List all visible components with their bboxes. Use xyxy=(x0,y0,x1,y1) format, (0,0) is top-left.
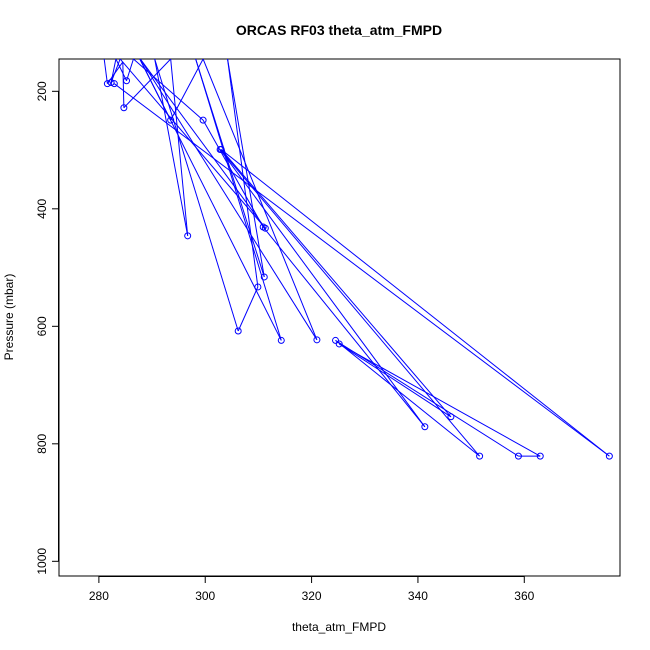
series-line-segment xyxy=(219,149,426,428)
series-line-segment xyxy=(220,149,452,418)
series-line-segment xyxy=(139,59,266,229)
data-point-marker xyxy=(199,116,207,124)
data-point-marker xyxy=(260,273,268,281)
x-tick-label: 340 xyxy=(408,589,428,603)
y-tick-label: 200 xyxy=(35,81,49,101)
series-line-segment xyxy=(139,59,318,341)
x-tick-label: 320 xyxy=(302,589,322,603)
series-line-segment xyxy=(219,149,480,457)
series-line-segment xyxy=(170,59,189,236)
y-tick-label: 600 xyxy=(35,316,49,336)
x-axis-label: theta_atm_FMPD xyxy=(292,620,386,634)
data-point-marker xyxy=(313,336,321,344)
series-line-segment xyxy=(110,59,121,83)
series-line-segment xyxy=(114,83,610,457)
data-point-marker xyxy=(605,452,613,460)
series-line-segment xyxy=(338,343,452,418)
series-line-segment xyxy=(227,59,265,278)
data-point-marker xyxy=(107,79,115,86)
chart-title: ORCAS RF03 theta_atm_FMPD xyxy=(236,22,442,38)
data-point-marker xyxy=(184,232,192,240)
data-point-marker xyxy=(447,413,455,421)
series-line-segment xyxy=(154,59,189,236)
data-point-marker xyxy=(123,77,131,85)
series-line-segment xyxy=(119,59,266,229)
data-point-marker xyxy=(234,327,242,335)
series-line-segment xyxy=(123,59,172,109)
data-point-marker xyxy=(536,452,544,460)
data-series xyxy=(103,59,613,460)
series-line-segment xyxy=(115,59,127,81)
y-tick-label: 400 xyxy=(35,198,49,218)
y-axis-label: Pressure (mbar) xyxy=(2,274,16,361)
x-tick-label: 300 xyxy=(195,589,215,603)
series-line-segment xyxy=(338,343,541,457)
y-tick-label: 800 xyxy=(35,433,49,453)
y-axis: 200 400 600 800 1000 xyxy=(35,81,59,575)
series-line-segment xyxy=(103,59,108,84)
x-axis: 280 300 320 340 360 xyxy=(89,576,535,603)
series-line-segment xyxy=(110,59,117,83)
series-line-segment xyxy=(170,59,204,121)
data-point-marker xyxy=(167,116,175,124)
data-point-marker xyxy=(110,80,118,88)
data-point-marker xyxy=(335,340,343,348)
y-tick-label: 1000 xyxy=(35,548,49,575)
data-point-marker xyxy=(120,104,128,112)
series-line-segment xyxy=(202,59,318,341)
series-line-segment xyxy=(133,59,204,121)
series-line-segment xyxy=(227,59,259,288)
data-point-marker xyxy=(103,80,111,88)
data-point-marker xyxy=(421,423,429,431)
series-line-segment xyxy=(195,59,282,341)
data-point-marker xyxy=(332,336,340,344)
data-point-marker xyxy=(259,223,267,231)
x-tick-label: 280 xyxy=(89,589,109,603)
data-point-marker xyxy=(514,452,522,460)
series-group xyxy=(103,59,613,460)
series-line-segment xyxy=(220,149,610,457)
series-line-segment xyxy=(335,340,480,457)
data-point-marker xyxy=(277,336,285,344)
data-point-marker xyxy=(254,283,262,291)
series-line-segment xyxy=(237,286,259,332)
x-tick-label: 360 xyxy=(514,589,534,603)
plot-frame xyxy=(58,58,621,577)
series-line-segment xyxy=(262,226,426,428)
data-point-marker xyxy=(476,452,484,460)
data-point-marker xyxy=(217,145,225,153)
series-line-segment xyxy=(335,339,519,457)
series-line-segment xyxy=(122,61,125,108)
series-line-segment xyxy=(126,59,134,81)
